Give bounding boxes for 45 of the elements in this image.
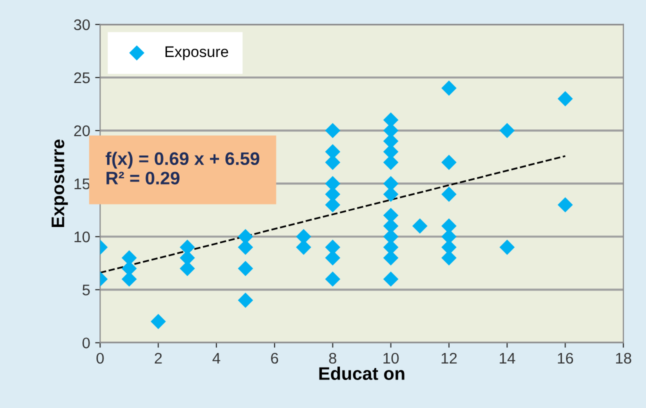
point: [238, 292, 254, 308]
x-tick-label: 8: [329, 352, 336, 364]
y-tick-label: 20: [74, 125, 90, 136]
point: [500, 122, 515, 138]
point: [238, 260, 254, 276]
x-axis-title: Educat on: [319, 366, 404, 380]
point: [325, 144, 340, 160]
point: [122, 250, 137, 266]
point: [325, 122, 340, 138]
point: [383, 186, 398, 202]
annotation: f(x) = 0.69 x + 6.59 R² = 0.29: [106, 152, 260, 184]
x-tick-label: 4: [212, 353, 220, 364]
point: [441, 186, 457, 202]
x-tick-label: 12: [442, 352, 457, 364]
point: [150, 314, 166, 330]
x-tick-label: 2: [154, 352, 162, 364]
point: [441, 80, 457, 96]
point: [383, 271, 398, 287]
point: [238, 240, 254, 255]
y-tick-label: 15: [74, 178, 90, 190]
x-tick-label: 18: [616, 352, 632, 364]
point: [558, 91, 573, 106]
x-tick-label: 0: [96, 352, 104, 364]
y-tick-label: 0: [82, 338, 90, 348]
y-tick-label: 5: [82, 284, 90, 296]
point: [412, 218, 428, 234]
y-tick-label: 25: [74, 72, 90, 84]
point: [500, 240, 515, 255]
point: [383, 144, 398, 160]
point: [558, 197, 573, 212]
point: [180, 240, 195, 255]
y-tick-label: 30: [74, 19, 90, 30]
point: [325, 186, 340, 202]
point: [383, 240, 398, 255]
legend-label: Exposure: [166, 46, 228, 60]
point: [441, 154, 457, 170]
x-tick-label: 10: [384, 352, 399, 364]
point: [296, 240, 312, 255]
x-tick-label: 6: [271, 352, 278, 364]
point: [325, 271, 340, 287]
x-tick-label: 14: [500, 353, 516, 364]
point: [325, 240, 340, 255]
y-axis-title: Exposurre: [52, 140, 68, 228]
x-tick-label: 16: [558, 352, 574, 364]
y-tick-label: 10: [74, 232, 90, 242]
